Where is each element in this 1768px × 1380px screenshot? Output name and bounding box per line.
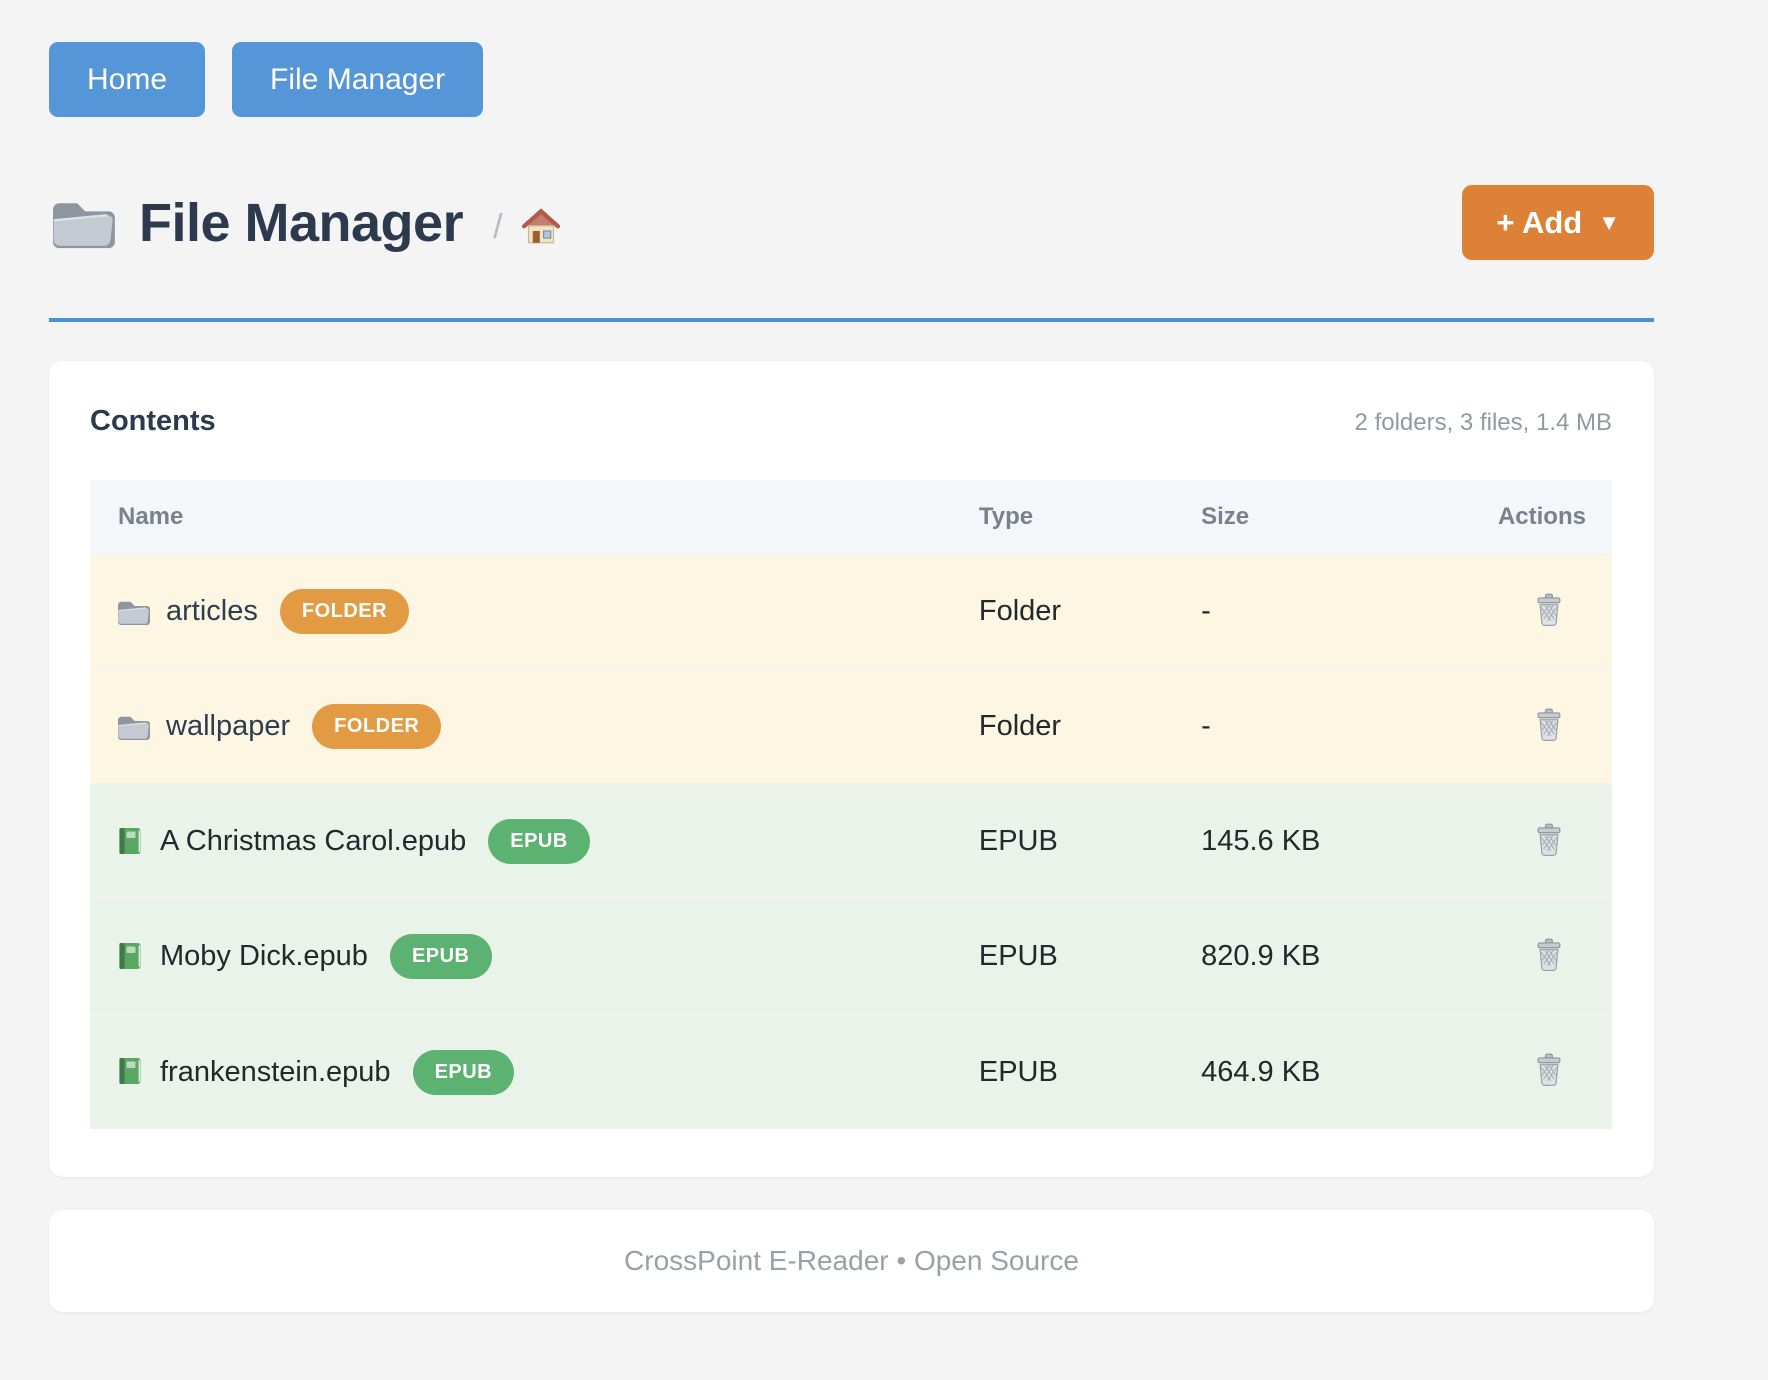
trash-icon	[1537, 1053, 1561, 1087]
trash-icon	[1537, 823, 1561, 856]
card-header: Contents 2 folders, 3 files, 1.4 MB	[90, 405, 1612, 438]
table-header: Name Type Size Actions	[90, 480, 1612, 554]
type-badge: EPUB	[412, 1049, 515, 1095]
table-row: articles FOLDER Folder -	[90, 554, 1612, 669]
page-title: File Manager	[139, 192, 464, 253]
type-badge: EPUB	[389, 934, 492, 979]
file-manager-button[interactable]: File Manager	[232, 42, 484, 117]
delete-button[interactable]	[1530, 819, 1568, 861]
trash-icon	[1537, 593, 1561, 626]
breadcrumb-separator: /	[493, 208, 503, 246]
row-type: EPUB	[978, 825, 1058, 857]
footer-text: CrossPoint E-Reader • Open Source	[624, 1245, 1079, 1276]
add-button-label: + Add	[1496, 204, 1583, 240]
house-icon[interactable]	[521, 208, 561, 246]
row-type: Folder	[978, 710, 1062, 742]
table-row: A Christmas Carol.epub EPUB EPUB 145.6 K…	[90, 784, 1612, 899]
row-name-label[interactable]: articles	[166, 595, 258, 627]
title-divider	[49, 318, 1654, 322]
top-nav: Home File Manager	[49, 0, 1654, 117]
table-row: Moby Dick.epub EPUB EPUB 820.9 KB	[90, 899, 1612, 1014]
row-name-label: frankenstein.epub	[160, 1055, 391, 1088]
delete-button[interactable]	[1530, 704, 1568, 746]
row-size: -	[1201, 710, 1211, 742]
row-name-label[interactable]: wallpaper	[166, 710, 291, 742]
trash-icon	[1537, 938, 1561, 971]
home-button[interactable]: Home	[49, 42, 206, 117]
row-type: EPUB	[978, 940, 1058, 972]
file-table-body: articles FOLDER Folder - wallpaper FOLDE…	[90, 554, 1612, 1129]
page-container: Home File Manager File Manager / + Add ▼…	[49, 0, 1654, 1312]
table-row: frankenstein.epub EPUB EPUB 464.9 KB	[90, 1014, 1612, 1129]
table-row: wallpaper FOLDER Folder -	[90, 669, 1612, 784]
contents-summary: 2 folders, 3 files, 1.4 MB	[1354, 409, 1612, 436]
row-type: EPUB	[978, 1055, 1058, 1088]
trash-icon	[1537, 708, 1561, 741]
add-button[interactable]: + Add ▼	[1462, 185, 1654, 260]
contents-card: Contents 2 folders, 3 files, 1.4 MB Name…	[49, 361, 1654, 1177]
type-badge: EPUB	[488, 819, 590, 864]
chevron-down-icon: ▼	[1598, 209, 1620, 235]
row-name-label: Moby Dick.epub	[160, 940, 368, 972]
type-badge: FOLDER	[279, 589, 410, 634]
card-title: Contents	[90, 405, 216, 437]
row-size: 820.9 KB	[1201, 940, 1321, 972]
folder-icon	[51, 201, 115, 249]
column-header-type: Type	[978, 480, 1202, 554]
folder-icon	[117, 715, 150, 741]
title-group: File Manager /	[49, 192, 1462, 254]
green-book-icon	[119, 1058, 141, 1084]
delete-button[interactable]	[1530, 589, 1568, 631]
column-header-actions: Actions	[1471, 480, 1612, 554]
row-size: 464.9 KB	[1201, 1055, 1321, 1088]
row-name-label: A Christmas Carol.epub	[160, 825, 467, 857]
folder-icon	[117, 600, 150, 626]
column-header-name: Name	[90, 480, 979, 554]
green-book-icon	[119, 942, 141, 969]
delete-button[interactable]	[1530, 1049, 1568, 1091]
green-book-icon	[119, 827, 141, 854]
file-table: Name Type Size Actions articles FOLDER F…	[90, 480, 1612, 1129]
delete-button[interactable]	[1530, 934, 1568, 976]
column-header-size: Size	[1201, 480, 1472, 554]
row-size: 145.6 KB	[1201, 825, 1321, 857]
row-size: -	[1201, 595, 1211, 627]
footer: CrossPoint E-Reader • Open Source	[49, 1210, 1654, 1312]
page-header: File Manager / + Add ▼	[49, 185, 1654, 260]
type-badge: FOLDER	[312, 704, 442, 749]
row-type: Folder	[978, 595, 1062, 627]
